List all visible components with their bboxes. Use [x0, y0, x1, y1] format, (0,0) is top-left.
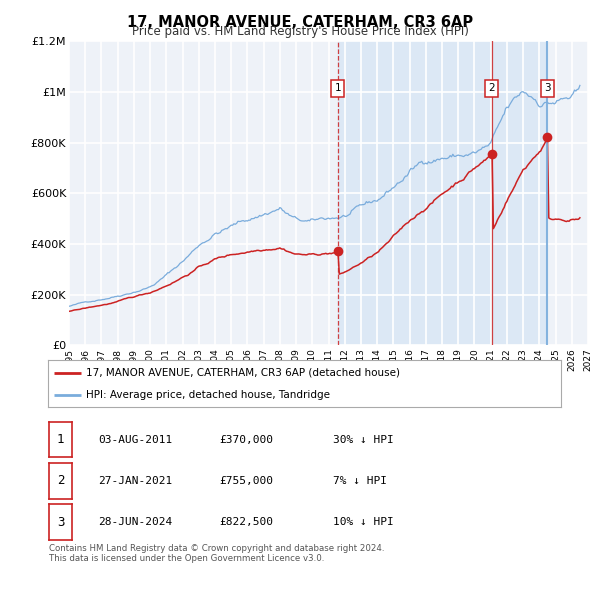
Text: 10% ↓ HPI: 10% ↓ HPI — [333, 517, 394, 527]
Text: 2: 2 — [488, 83, 495, 93]
Text: Price paid vs. HM Land Registry's House Price Index (HPI): Price paid vs. HM Land Registry's House … — [131, 25, 469, 38]
Text: £755,000: £755,000 — [219, 476, 273, 486]
Text: 30% ↓ HPI: 30% ↓ HPI — [333, 435, 394, 444]
Text: 3: 3 — [57, 516, 64, 529]
Text: 2: 2 — [57, 474, 64, 487]
Text: 28-JUN-2024: 28-JUN-2024 — [98, 517, 172, 527]
Text: £370,000: £370,000 — [219, 435, 273, 444]
Text: 1: 1 — [57, 433, 64, 446]
Text: 17, MANOR AVENUE, CATERHAM, CR3 6AP (detached house): 17, MANOR AVENUE, CATERHAM, CR3 6AP (det… — [86, 368, 400, 378]
Text: 27-JAN-2021: 27-JAN-2021 — [98, 476, 172, 486]
Text: £822,500: £822,500 — [219, 517, 273, 527]
Text: This data is licensed under the Open Government Licence v3.0.: This data is licensed under the Open Gov… — [49, 554, 325, 563]
Bar — [338, 41, 547, 345]
Text: HPI: Average price, detached house, Tandridge: HPI: Average price, detached house, Tand… — [86, 391, 331, 400]
Text: 03-AUG-2011: 03-AUG-2011 — [98, 435, 172, 444]
Bar — [547, 41, 588, 345]
Text: 1: 1 — [335, 83, 341, 93]
Text: 3: 3 — [544, 83, 551, 93]
Text: 7% ↓ HPI: 7% ↓ HPI — [333, 476, 387, 486]
Text: 17, MANOR AVENUE, CATERHAM, CR3 6AP: 17, MANOR AVENUE, CATERHAM, CR3 6AP — [127, 15, 473, 30]
Text: Contains HM Land Registry data © Crown copyright and database right 2024.: Contains HM Land Registry data © Crown c… — [49, 545, 385, 553]
